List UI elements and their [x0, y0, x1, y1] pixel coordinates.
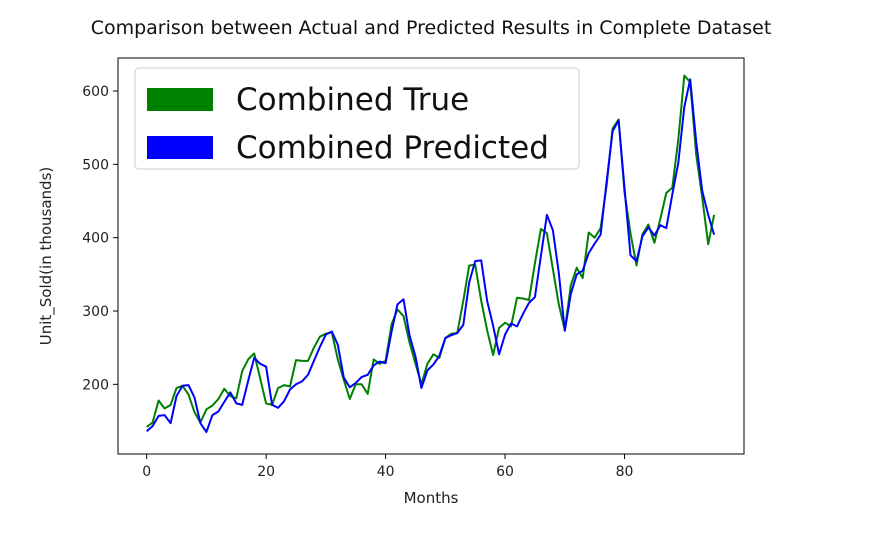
axis-ticks: 0 20 40 60 80 200 300 400 500 600: [82, 84, 633, 480]
plot-frame: [117, 57, 745, 455]
x-tick-label: 20: [257, 464, 275, 480]
x-tick-label: 0: [142, 464, 151, 480]
y-tick-label: 600: [82, 84, 109, 100]
y-axis-label: Unit_Sold(in thousands): [37, 167, 56, 346]
legend-swatch-combined-predicted: [147, 136, 213, 159]
x-tick-label: 80: [616, 464, 634, 480]
x-axis-label: Months: [404, 489, 459, 507]
plot-series: [146, 74, 716, 433]
y-axis-label-group: Unit_Sold(in thousands): [37, 167, 56, 346]
x-tick-label: 40: [377, 464, 395, 480]
chart-title: Comparison between Actual and Predicted …: [91, 17, 772, 39]
y-tick-label: 500: [82, 157, 109, 173]
legend-label-combined-true: Combined True: [236, 82, 469, 118]
y-tick-label: 400: [82, 231, 109, 247]
legend-box: [134, 67, 580, 170]
legend-swatch-combined-true: [147, 88, 213, 111]
x-tick-label: 60: [496, 464, 514, 480]
legend: Combined True Combined Predicted: [134, 67, 580, 170]
series-line-1: [146, 78, 716, 433]
y-tick-label: 200: [82, 377, 109, 393]
y-tick-label: 300: [82, 304, 109, 320]
legend-label-combined-predicted: Combined Predicted: [236, 130, 549, 166]
